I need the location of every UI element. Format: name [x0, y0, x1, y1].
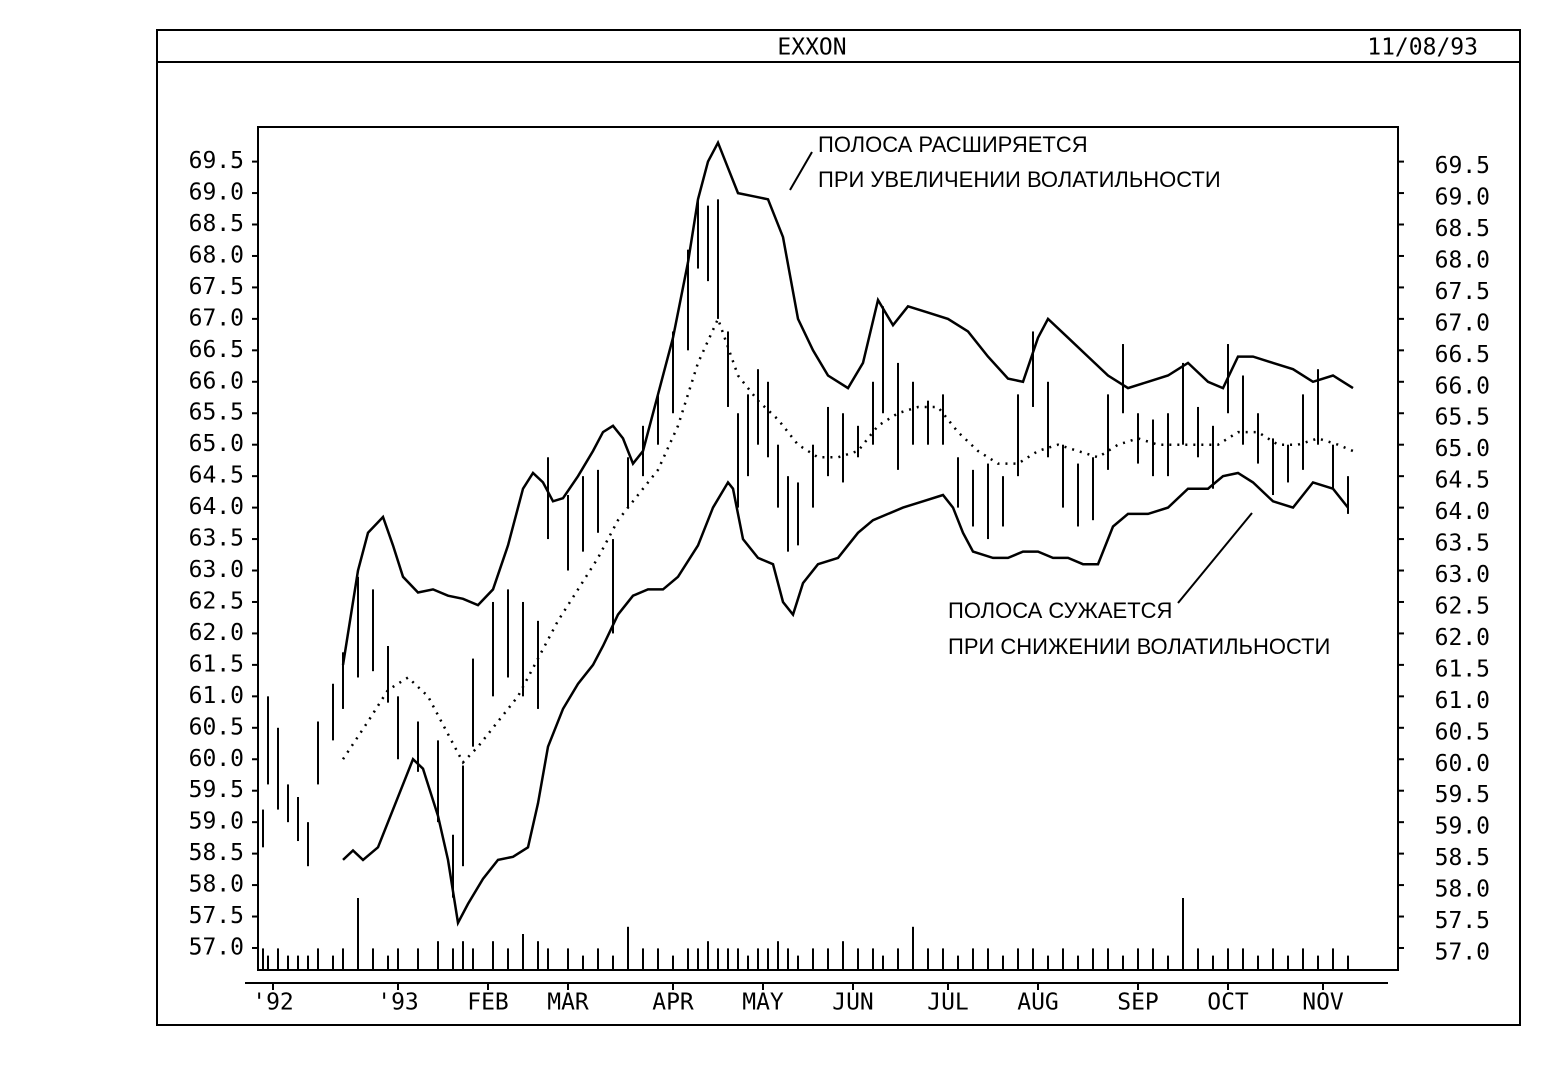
y-tick-label: 65.0 [189, 431, 244, 457]
y-tick-label: 63.5 [189, 526, 244, 552]
x-tick-label: SEP [1117, 990, 1159, 1016]
y-tick-label: 62.5 [189, 588, 244, 614]
chart-date: 11/08/93 [1367, 35, 1478, 61]
y-tick-label: 64.5 [189, 463, 244, 489]
y-tick-label: 66.5 [189, 337, 244, 363]
x-tick-label: '92 [252, 990, 294, 1016]
y2-tick-label: 62.5 [1435, 593, 1490, 619]
upper-band [341, 139, 1354, 666]
y-tick-label: 63.0 [189, 557, 244, 583]
lower-band [342, 471, 1349, 927]
x-tick-label: MAY [742, 990, 784, 1016]
y2-tick-label: 57.0 [1435, 939, 1490, 965]
y2-tick-label: 64.5 [1435, 468, 1490, 494]
x-tick-label: MAR [547, 990, 589, 1016]
y-tick-label: 62.0 [189, 620, 244, 646]
y2-tick-label: 62.0 [1435, 625, 1490, 651]
y2-tick-label: 68.0 [1435, 247, 1490, 273]
y-tick-label: 68.0 [189, 242, 244, 268]
y-tick-label: 65.5 [189, 400, 244, 426]
y-tick-label: 67.0 [189, 305, 244, 331]
annotation: ПОЛОСА СУЖАЕТСЯ [948, 598, 1172, 623]
chart-title: EXXON [777, 35, 846, 61]
y-tick-label: 57.5 [189, 903, 244, 929]
y2-tick-label: 68.5 [1435, 216, 1490, 242]
annotation: ПОЛОСА РАСШИРЯЕТСЯ [818, 132, 1088, 157]
y2-tick-label: 59.5 [1435, 782, 1490, 808]
outer-frame [156, 29, 1521, 1026]
y2-tick-label: 67.0 [1435, 310, 1490, 336]
y-tick-label: 60.5 [189, 714, 244, 740]
x-tick-label: AUG [1017, 990, 1059, 1016]
y-tick-label: 69.0 [189, 180, 244, 206]
y2-tick-label: 66.0 [1435, 373, 1490, 399]
y-tick-label: 61.0 [189, 683, 244, 709]
y2-tick-label: 60.0 [1435, 751, 1490, 777]
annotation: ПРИ СНИЖЕНИИ ВОЛАТИЛЬНОСТИ [948, 634, 1330, 659]
x-tick-label: JUN [832, 990, 874, 1016]
y-tick-label: 68.5 [189, 211, 244, 237]
y-tick-label: 66.0 [189, 368, 244, 394]
y2-tick-label: 57.5 [1435, 908, 1490, 934]
y2-tick-label: 65.5 [1435, 405, 1490, 431]
x-tick-label: '93 [377, 990, 419, 1016]
y2-tick-label: 58.0 [1435, 877, 1490, 903]
y-tick-label: 58.0 [189, 872, 244, 898]
annotation-pointer [1177, 512, 1253, 604]
y-tick-label: 59.0 [189, 809, 244, 835]
y2-tick-label: 61.5 [1435, 656, 1490, 682]
y2-tick-label: 61.0 [1435, 688, 1490, 714]
y-tick-label: 64.0 [189, 494, 244, 520]
y2-tick-label: 58.5 [1435, 845, 1490, 871]
middle-band [341, 315, 1354, 765]
x-tick-label: OCT [1207, 990, 1249, 1016]
annotation: ПРИ УВЕЛИЧЕНИИ ВОЛАТИЛЬНОСТИ [818, 167, 1221, 192]
y-tick-label: 57.0 [189, 934, 244, 960]
x-tick-label: APR [652, 990, 694, 1016]
y-tick-label: 58.5 [189, 840, 244, 866]
y-tick-label: 60.0 [189, 746, 244, 772]
y-tick-label: 61.5 [189, 651, 244, 677]
y-tick-label: 69.5 [189, 148, 244, 174]
y2-tick-label: 69.0 [1435, 185, 1490, 211]
y2-tick-label: 66.5 [1435, 342, 1490, 368]
x-tick-label: NOV [1302, 990, 1344, 1016]
y2-tick-label: 69.5 [1435, 153, 1490, 179]
y2-tick-label: 63.0 [1435, 562, 1490, 588]
plot-frame [257, 126, 1399, 971]
y2-tick-label: 59.0 [1435, 814, 1490, 840]
y-tick-label: 67.5 [189, 274, 244, 300]
y2-tick-label: 60.5 [1435, 719, 1490, 745]
x-tick-label: FEB [467, 990, 509, 1016]
y2-tick-label: 63.5 [1435, 531, 1490, 557]
x-tick-label: JUL [927, 990, 969, 1016]
y2-tick-label: 65.0 [1435, 436, 1490, 462]
y2-tick-label: 64.0 [1435, 499, 1490, 525]
annotation-pointer [789, 151, 813, 191]
y-tick-label: 59.5 [189, 777, 244, 803]
y2-tick-label: 67.5 [1435, 279, 1490, 305]
